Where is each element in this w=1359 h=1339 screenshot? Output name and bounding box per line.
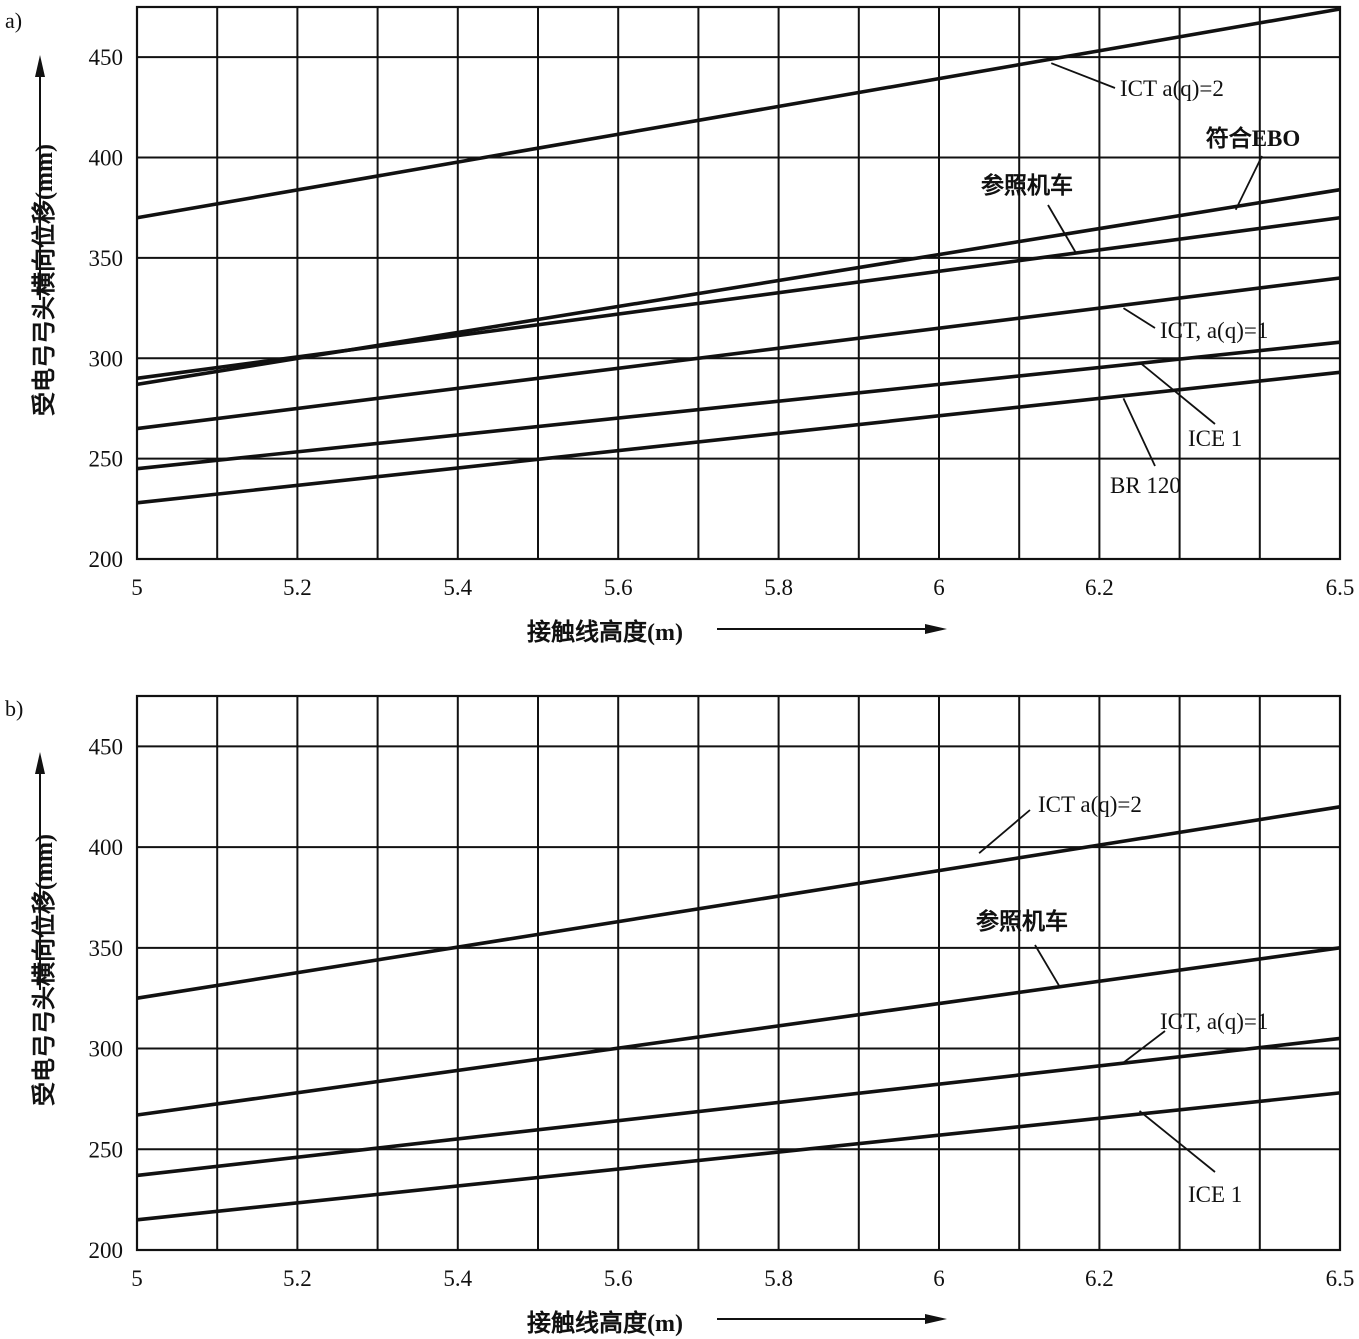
x-tick-label: 6.5 [1326, 575, 1355, 600]
leader-line [1122, 1030, 1166, 1064]
x-axis-arrowhead [925, 1314, 947, 1324]
leader-line [1138, 1110, 1216, 1173]
y-tick-label: 250 [89, 447, 124, 472]
leader-line [1122, 398, 1156, 467]
x-tick-label: 5 [131, 575, 143, 600]
leader-line [1050, 62, 1116, 89]
leader-line [1047, 204, 1077, 253]
series-label: BR 120 [1110, 473, 1181, 498]
series-line-ict-a-q-2-0 [136, 805, 1341, 1000]
series-label: 参照机车 [981, 172, 1073, 198]
panel-label: a) [5, 8, 22, 33]
panel-label: b) [5, 696, 23, 721]
x-tick-label: 5.4 [443, 575, 472, 600]
x-tick-label: 6.2 [1085, 575, 1114, 600]
series-label: 符合EBO [1206, 125, 1301, 151]
x-axis-title: 接触线高度(m) [527, 1309, 683, 1337]
x-tick-label: 5.2 [283, 575, 312, 600]
plot-frame [135, 5, 1342, 561]
series-label: ICT, a(q)=1 [1160, 318, 1268, 343]
x-tick-label: 6.5 [1326, 1266, 1355, 1291]
x-tick-label: 5.8 [764, 575, 793, 600]
series-label: ICE 1 [1188, 1182, 1242, 1207]
y-tick-label: 400 [89, 835, 124, 860]
series-label: ICT, a(q)=1 [1160, 1009, 1268, 1034]
x-axis-title: 接触线高度(m) [527, 618, 683, 646]
series-label: ICE 1 [1188, 426, 1242, 451]
series-line-ice-1-3 [136, 1091, 1341, 1222]
y-tick-label: 200 [89, 1238, 124, 1263]
y-tick-label: 250 [89, 1137, 124, 1162]
leader-line [1122, 307, 1156, 329]
y-tick-label: 300 [89, 346, 124, 371]
y-axis-arrowhead [35, 752, 45, 774]
y-axis-title: 受电弓弓头横向位移(mm) [30, 834, 58, 1106]
series-label: 参照机车 [976, 908, 1068, 934]
series-line-ict-a-q-1-3 [136, 276, 1341, 431]
y-axis-arrowhead [35, 55, 45, 77]
x-tick-label: 6 [933, 575, 945, 600]
x-tick-label: 5.4 [443, 1266, 472, 1291]
leader-line [1234, 155, 1263, 211]
y-tick-label: 200 [89, 547, 124, 572]
y-axis-title: 受电弓弓头横向位移(mm) [30, 144, 58, 416]
leader-line [978, 809, 1031, 854]
y-tick-label: 350 [89, 246, 124, 271]
chart-panel-a: ICT a(q)=2 符合EBO 参照机车 ICT, a(q)=1 ICE 1 BR 12… [5, 5, 1355, 646]
series-label: ICT a(q)=2 [1038, 792, 1142, 817]
x-tick-label: 5.6 [604, 575, 633, 600]
x-tick-label: 5 [131, 1266, 143, 1291]
x-tick-label: 5.8 [764, 1266, 793, 1291]
y-tick-label: 400 [89, 146, 124, 171]
chart-panel-b: ICT a(q)=2 参照机车 ICT, a(q)=1 ICE 1 5 5.2 5.4 5.6… [5, 694, 1355, 1337]
plot-frame [135, 694, 1342, 1252]
series-line-item-2 [136, 215, 1341, 381]
y-tick-label: 450 [89, 734, 124, 759]
series-label: ICT a(q)=2 [1120, 76, 1224, 101]
y-tick-label: 450 [89, 45, 124, 70]
leader-line [1138, 361, 1216, 425]
y-tick-label: 300 [89, 1037, 124, 1062]
x-tick-label: 6 [933, 1266, 945, 1291]
series-line-br-120-5 [136, 370, 1341, 505]
x-tick-label: 6.2 [1085, 1266, 1114, 1291]
series-line-item-1 [136, 946, 1341, 1117]
series-line-ict-a-q-2-0 [136, 7, 1341, 220]
x-tick-label: 5.2 [283, 1266, 312, 1291]
y-tick-label: 350 [89, 936, 124, 961]
leader-line [1034, 944, 1061, 987]
x-axis-arrowhead [925, 624, 947, 634]
x-tick-label: 5.6 [604, 1266, 633, 1291]
series-line-ict-a-q-1-2 [136, 1036, 1341, 1178]
